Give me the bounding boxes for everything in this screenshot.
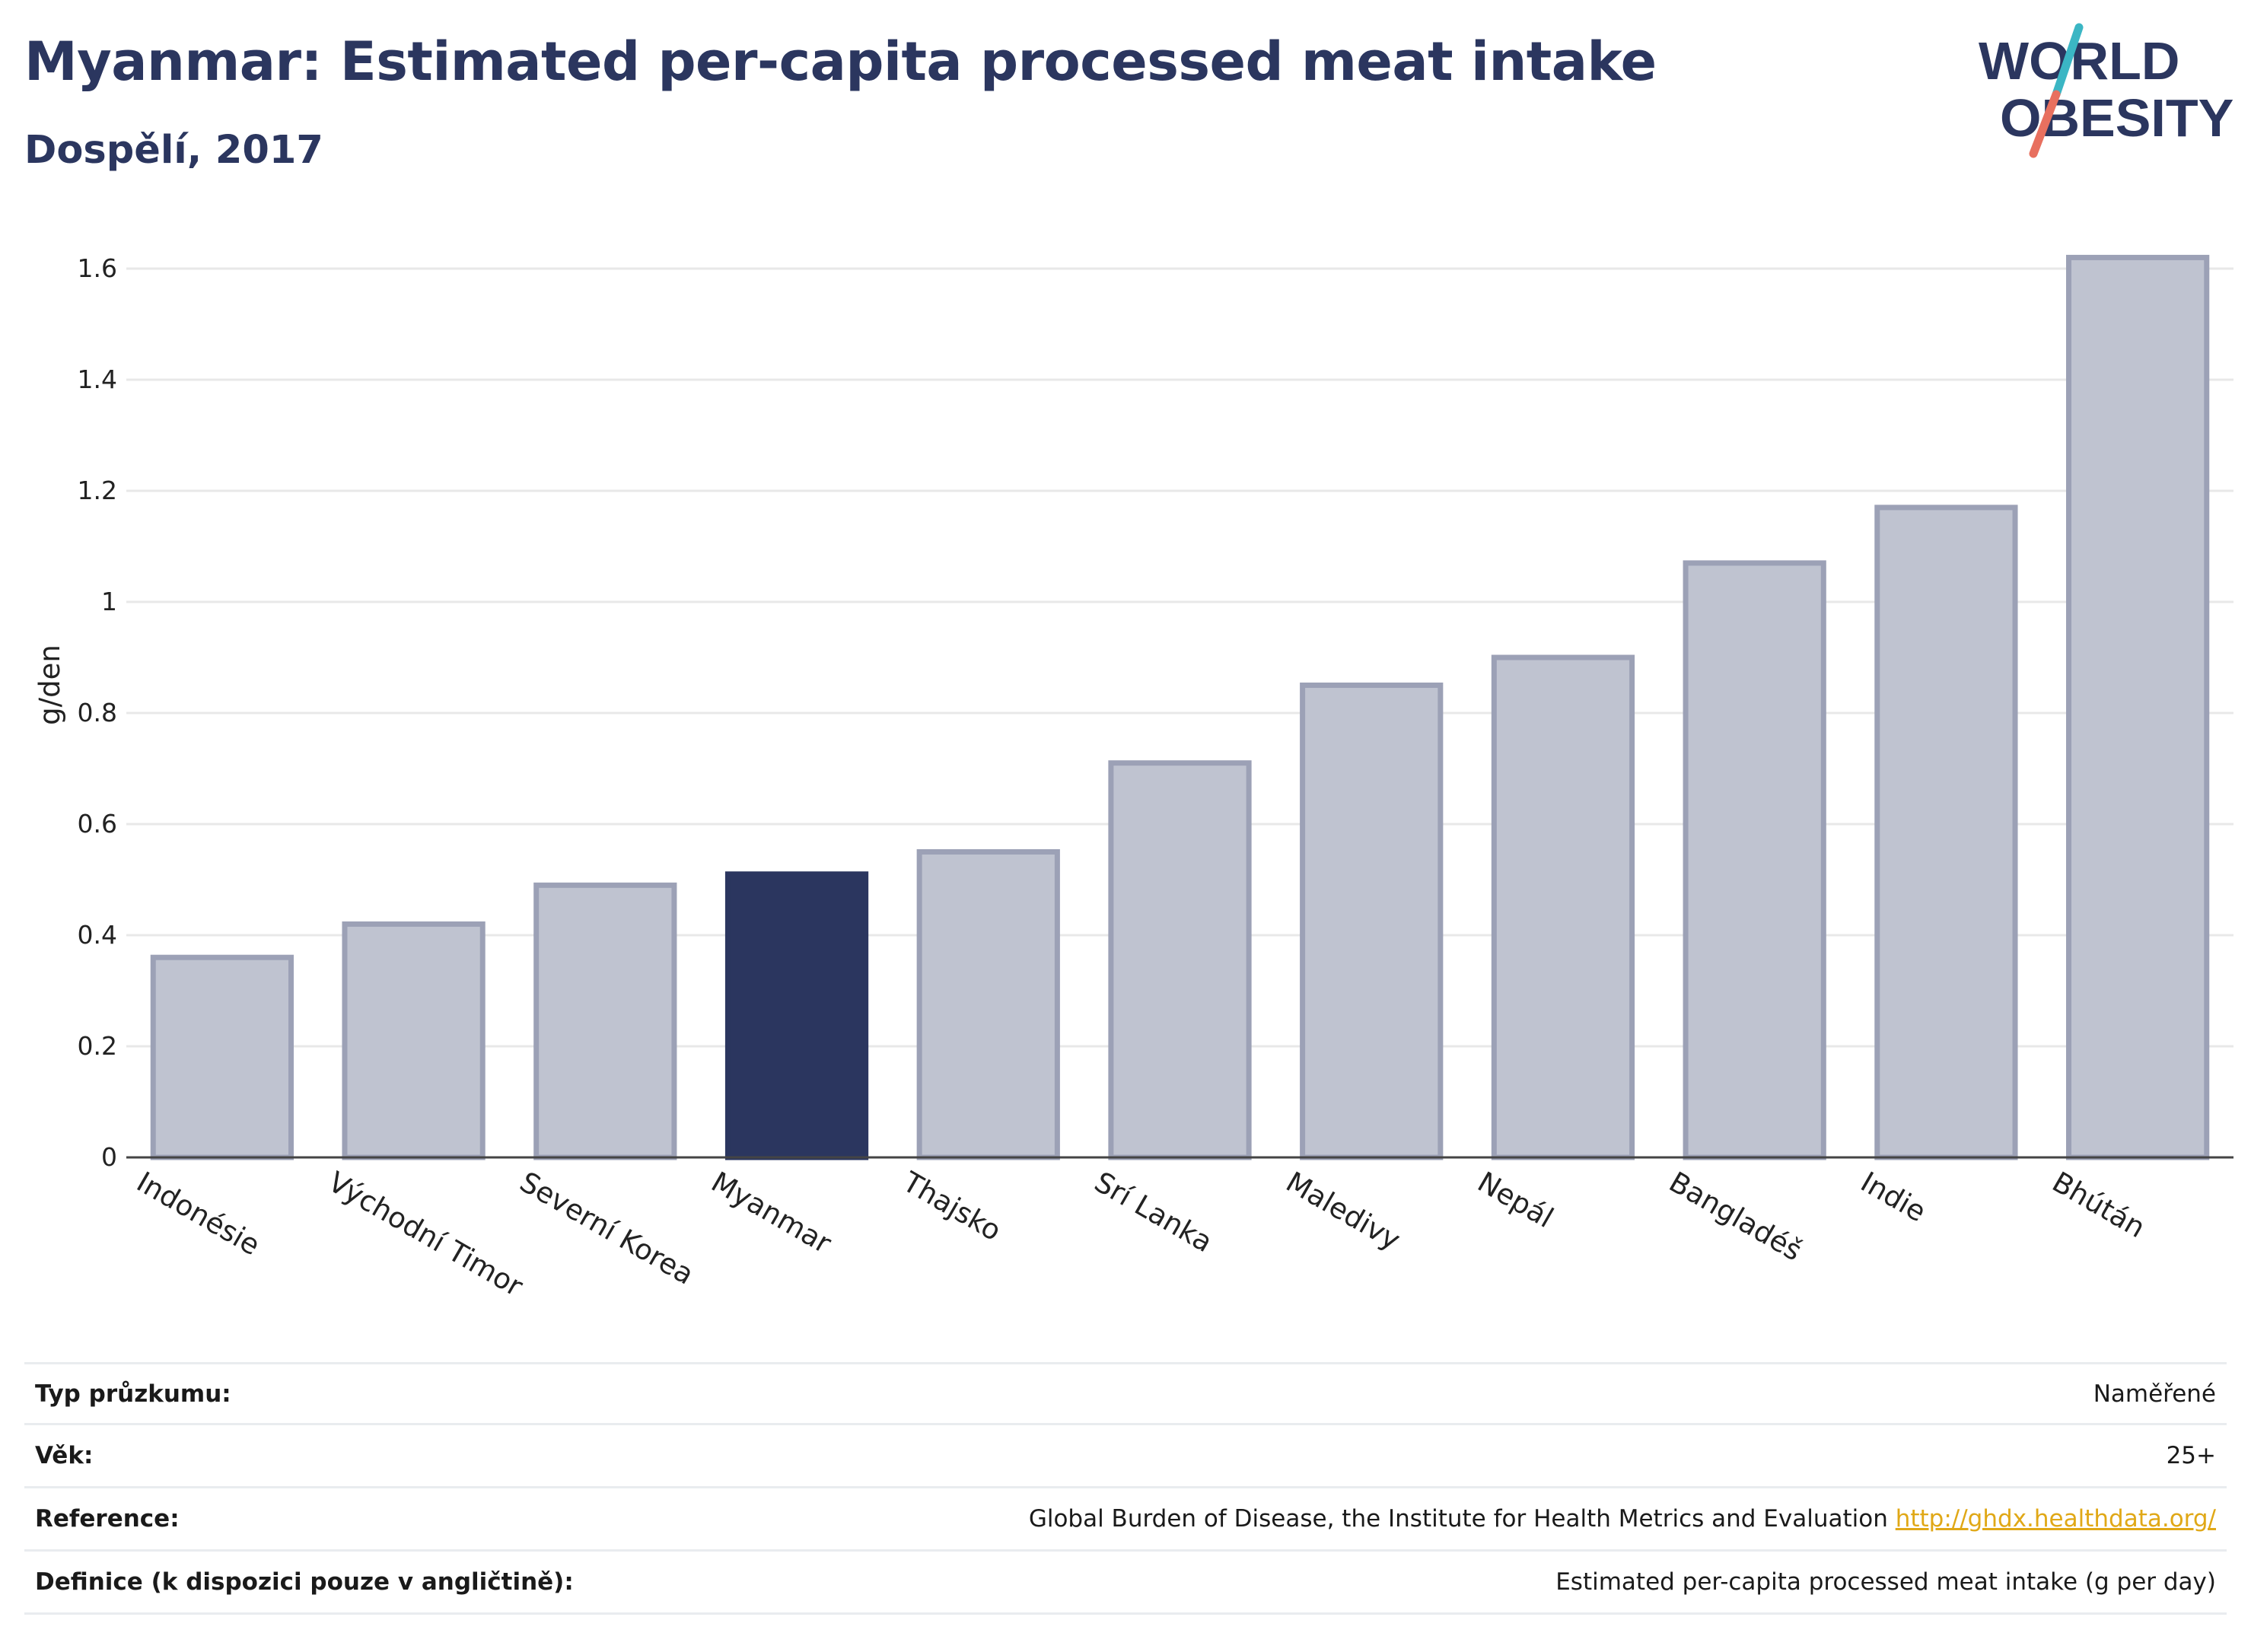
bar xyxy=(1491,654,1635,1160)
info-row-definition: Definice (k dispozici pouze v angličtině… xyxy=(24,1552,2227,1615)
logo-slash-teal xyxy=(2052,23,2084,99)
bar xyxy=(1874,505,2018,1160)
reference-link[interactable]: http://ghdx.healthdata.org/ xyxy=(1895,1505,2216,1533)
bar xyxy=(150,954,294,1160)
bar-chart: 0 0.2 0.4 0.6 0.8 1 1.2 1.4 1.6 Indonésie Východní… xyxy=(33,253,2233,1303)
y-tick-label: 1.4 xyxy=(78,364,117,394)
x-tick-label: Thajsko xyxy=(896,1165,1007,1247)
x-tick-label: Maledivy xyxy=(1281,1166,1406,1257)
bar xyxy=(1683,560,1826,1160)
bar xyxy=(1108,760,1252,1160)
info-row-age: Věk: 25+ xyxy=(24,1425,2227,1488)
y-tick-label: 0.4 xyxy=(78,920,117,950)
y-tick-label: 0.6 xyxy=(78,809,117,839)
logo-word-world: WORLD xyxy=(1979,31,2179,91)
info-value: 25+ xyxy=(2166,1442,2216,1469)
y-tick-label: 1.6 xyxy=(78,253,117,283)
info-label: Definice (k dispozici pouze v angličtině… xyxy=(35,1568,574,1596)
bar xyxy=(1300,683,1444,1160)
x-tick-label: Bhútán xyxy=(2047,1166,2151,1245)
info-row-survey-type: Typ průzkumu: Naměřené xyxy=(24,1362,2227,1425)
x-tick-label: Bangladéš xyxy=(1664,1166,1807,1268)
world-obesity-logo: WORLD OBESITY xyxy=(1979,23,2233,158)
y-tick-label: 0.2 xyxy=(78,1031,117,1061)
info-table: Typ průzkumu: Naměřené Věk: 25+ Referenc… xyxy=(24,1362,2227,1615)
x-tick-label: Východní Timor xyxy=(323,1166,529,1303)
y-tick-label: 1.2 xyxy=(78,476,117,505)
info-value: Naměřené xyxy=(2093,1380,2216,1408)
info-value-reference: Global Burden of Disease, the Institute … xyxy=(1029,1505,2216,1533)
x-tick-label: Nepál xyxy=(1472,1166,1559,1235)
info-label: Typ průzkumu: xyxy=(35,1380,231,1408)
info-row-reference: Reference: Global Burden of Disease, the… xyxy=(24,1488,2227,1552)
bar xyxy=(916,849,1060,1160)
y-tick-label: 0 xyxy=(101,1142,117,1172)
x-tick-label: Srí Lanka xyxy=(1089,1166,1218,1259)
x-tick-label: Indie xyxy=(1855,1166,1931,1229)
x-tick-label: Myanmar xyxy=(706,1166,838,1261)
info-label: Reference: xyxy=(35,1505,180,1533)
y-tick-label: 0.8 xyxy=(78,698,117,727)
logo-slash-coral xyxy=(2029,90,2061,158)
bar xyxy=(342,921,486,1160)
info-label: Věk: xyxy=(35,1442,94,1469)
y-tick-label: 1 xyxy=(101,587,117,616)
bar xyxy=(2066,254,2210,1160)
chart-title: Myanmar: Estimated per-capita processed … xyxy=(24,30,1657,93)
chart-subtitle: Dospělí, 2017 xyxy=(24,128,323,173)
reference-text: Global Burden of Disease, the Institute … xyxy=(1028,1505,1896,1533)
y-axis-label: g/den xyxy=(33,645,66,725)
bar xyxy=(724,871,869,1160)
x-tick-label: Severní Korea xyxy=(514,1166,699,1291)
bar xyxy=(533,882,677,1160)
info-value: Estimated per-capita processed meat inta… xyxy=(1555,1568,2216,1596)
x-tick-label: Indonésie xyxy=(131,1166,266,1262)
